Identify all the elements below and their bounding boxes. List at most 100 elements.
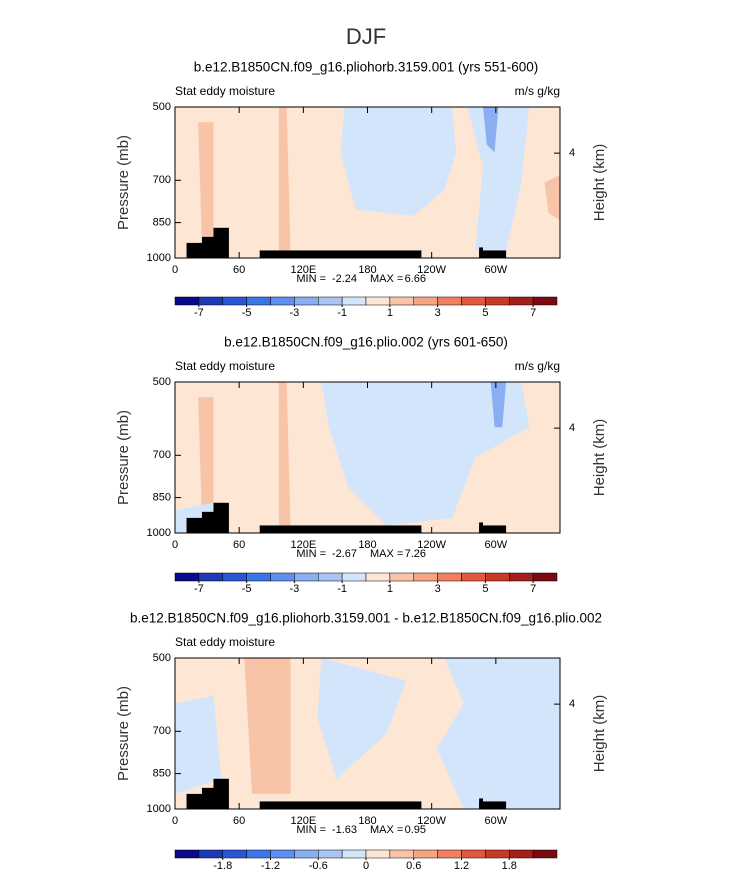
contour-region (321, 382, 530, 526)
colorbar-tick-label: -5 (242, 583, 252, 595)
contour-region (467, 107, 530, 251)
colorbar-box (174, 296, 200, 306)
colorbar-box (413, 849, 438, 859)
colorbar-tick-label: -1.2 (261, 860, 280, 872)
min-label: MIN = (296, 273, 326, 285)
colorbar-tick-label: 1.8 (502, 860, 517, 872)
colorbar-box (389, 572, 414, 582)
contour-region (436, 658, 560, 809)
topography (259, 801, 422, 809)
colorbar-tick-label: -7 (194, 307, 204, 319)
colorbar-tick-label: -3 (289, 307, 299, 319)
colorbar-box (318, 296, 343, 306)
colorbar-tick-label: 5 (482, 583, 488, 595)
colorbar-box (222, 296, 247, 306)
colorbar-box (174, 849, 200, 859)
colorbar-tick-label: 1 (387, 583, 393, 595)
x-tick-label: 180 (358, 264, 376, 276)
panel-title: b.e12.B1850CN.f09_g16.pliohorb.3159.001 … (130, 611, 602, 626)
contour-region (198, 397, 214, 518)
y2-tick-label: 4 (569, 422, 575, 434)
x-tick-label: 180 (358, 539, 376, 551)
colorbar-box (246, 296, 271, 306)
colorbar-box (341, 849, 367, 859)
colorbar-box (485, 572, 510, 582)
figure-title: DJF (346, 24, 386, 49)
y2-tick-label: 4 (569, 147, 575, 159)
panel-title: b.e12.B1850CN.f09_g16.pliohorb.3159.001 … (194, 60, 539, 75)
y-tick-label: 850 (153, 217, 171, 229)
colorbar-tick-label: 1 (387, 307, 393, 319)
y-axis-label: Pressure (mb) (115, 410, 132, 505)
topography (213, 502, 229, 533)
colorbar-tick-label: 3 (435, 307, 441, 319)
colorbar-box (413, 296, 438, 306)
colorbar-box (174, 572, 200, 582)
colorbar-tick-label: 0.6 (406, 860, 421, 872)
max-label: MAX = (370, 824, 403, 836)
colorbar-box (461, 849, 486, 859)
colorbar-tick-label: -1 (337, 583, 347, 595)
y2-axis-label: Height (km) (591, 695, 608, 773)
colorbar-box (318, 572, 343, 582)
x-tick-label: 60W (485, 815, 508, 827)
y-tick-label: 500 (153, 101, 171, 113)
y-tick-label: 1000 (147, 803, 171, 815)
x-tick-label: 120W (417, 815, 446, 827)
contour-region (278, 107, 291, 251)
contour-region (490, 382, 507, 428)
colorbar-tick-label: -5 (242, 307, 252, 319)
y2-axis-label: Height (km) (591, 419, 608, 497)
colorbar-box (532, 849, 558, 859)
contour-region (198, 122, 214, 243)
y-tick-label: 700 (153, 725, 171, 737)
contour-region (278, 382, 291, 526)
left-label: Stat eddy moisture (175, 635, 275, 649)
colorbar-box (222, 849, 247, 859)
colorbar-tick-label: 3 (435, 583, 441, 595)
colorbar-tick-label: 0 (363, 860, 369, 872)
colorbar-box (246, 572, 271, 582)
colorbar-box (461, 296, 486, 306)
x-tick-label: 120E (290, 264, 316, 276)
colorbar-box (365, 296, 391, 306)
max-value: 0.95 (405, 824, 426, 836)
colorbar-box (461, 572, 486, 582)
colorbar-box (365, 572, 391, 582)
colorbar-box (294, 572, 319, 582)
x-tick-label: 60W (485, 539, 508, 551)
colorbar-box (485, 296, 510, 306)
topography (479, 525, 507, 533)
colorbar-tick-label: 1.2 (454, 860, 469, 872)
x-tick-label: 120W (417, 539, 446, 551)
colorbar-box (341, 572, 367, 582)
y-tick-label: 1000 (147, 252, 171, 264)
colorbar-box (389, 849, 414, 859)
colorbar-box (532, 572, 558, 582)
colorbar-box (270, 572, 295, 582)
x-tick-label: 120E (290, 539, 316, 551)
y-axis-label: Pressure (mb) (115, 686, 132, 781)
colorbar-tick-label: 7 (530, 583, 536, 595)
y-tick-label: 850 (153, 768, 171, 780)
colorbar-box (509, 572, 534, 582)
y2-tick-label: 4 (569, 698, 575, 710)
left-label: Stat eddy moisture (175, 84, 275, 98)
colorbar-box (246, 849, 271, 859)
y-tick-label: 500 (153, 376, 171, 388)
colorbar-box (222, 572, 247, 582)
colorbar-box (270, 296, 295, 306)
colorbar-box (509, 849, 534, 859)
colorbar-tick-label: -1 (337, 307, 347, 319)
colorbar-tick-label: 7 (530, 307, 536, 319)
x-tick-label: 0 (172, 539, 178, 551)
y2-axis-label: Height (km) (591, 144, 608, 222)
max-label: MAX = (370, 273, 403, 285)
topography (479, 250, 507, 258)
x-tick-label: 120W (417, 264, 446, 276)
colorbar-box (198, 296, 223, 306)
colorbar-tick-label: -1.8 (213, 860, 232, 872)
colorbar-tick-label: -0.6 (309, 860, 328, 872)
x-tick-label: 0 (172, 264, 178, 276)
